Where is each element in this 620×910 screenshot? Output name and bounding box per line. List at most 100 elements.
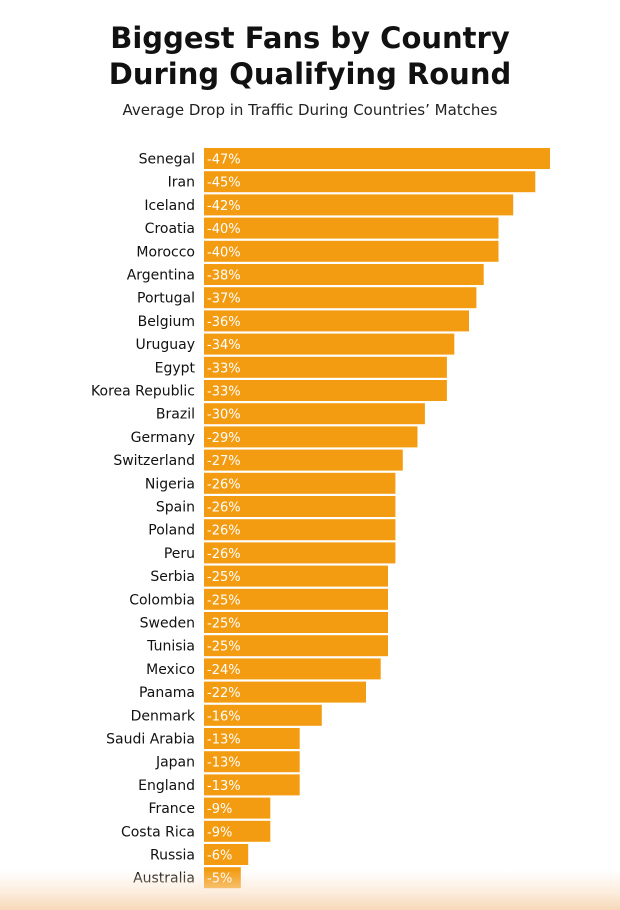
bar-row: Morocco -40% <box>136 240 499 262</box>
data-label: -36% <box>207 315 241 330</box>
bar-row: Iran -45% <box>168 171 536 193</box>
bar <box>204 356 447 378</box>
bar <box>204 496 396 517</box>
chart-title-line-2: During Qualifying Round <box>108 57 512 91</box>
data-label: -25% <box>207 593 241 608</box>
bar-row: Switzerland -27% <box>113 449 403 471</box>
bar-row: Argentina -38% <box>127 264 484 285</box>
bar <box>204 148 550 169</box>
bar <box>204 333 455 355</box>
bar <box>204 565 388 587</box>
data-label: -45% <box>207 176 241 191</box>
category-label: Japan <box>155 755 195 771</box>
category-label: Spain <box>156 500 195 516</box>
data-label: -16% <box>207 709 241 724</box>
category-label: Germany <box>131 430 195 446</box>
bar <box>204 751 300 773</box>
bar-row: Senegal -47% <box>139 148 550 169</box>
bar-row: Japan -13% <box>155 751 300 773</box>
data-label: -40% <box>207 245 241 260</box>
bar-row: Nigeria -26% <box>145 472 396 494</box>
bar-row: Mexico -24% <box>146 658 381 680</box>
bar <box>204 588 388 610</box>
category-label: Serbia <box>150 569 195 585</box>
bar <box>204 704 322 726</box>
bar <box>204 820 271 842</box>
chart-title: Biggest Fans by Country During Qualifyin… <box>0 20 620 92</box>
bar-row: Russia -6% <box>150 844 249 865</box>
category-label: Tunisia <box>146 639 195 655</box>
bar-row: Korea Republic -33% <box>91 380 447 401</box>
data-label: -26% <box>207 524 241 539</box>
bar-row: Spain -26% <box>156 496 396 517</box>
data-label: -22% <box>207 686 241 701</box>
category-label: Costa Rica <box>121 824 195 840</box>
bar-row: Germany -29% <box>131 426 418 448</box>
category-label: Korea Republic <box>91 384 195 400</box>
category-label: Portugal <box>137 291 195 307</box>
bar <box>204 728 300 749</box>
category-label: Croatia <box>145 221 195 237</box>
bar <box>204 449 403 471</box>
bar-row: Panama -22% <box>139 681 366 703</box>
category-label: Australia <box>133 871 195 887</box>
bar <box>204 681 366 703</box>
bar-row: Uruguay -34% <box>136 333 455 355</box>
category-label: Argentina <box>127 268 195 284</box>
bar <box>204 658 381 680</box>
bar <box>204 194 514 216</box>
data-label: -9% <box>207 825 232 840</box>
category-label: Nigeria <box>145 476 195 492</box>
data-label: -38% <box>207 269 241 284</box>
data-label: -24% <box>207 663 241 678</box>
category-label: Mexico <box>146 662 195 678</box>
bar-row: Portugal -37% <box>137 287 477 309</box>
bar <box>204 519 396 541</box>
category-label: France <box>148 801 195 817</box>
bar-row: Serbia -25% <box>150 565 388 587</box>
data-label: -26% <box>207 477 241 492</box>
bar <box>204 264 484 285</box>
data-label: -26% <box>207 501 241 516</box>
data-label: -5% <box>207 872 232 887</box>
data-label: -13% <box>207 756 241 771</box>
bar-row: Sweden -25% <box>140 612 388 633</box>
bar <box>204 774 300 796</box>
bar <box>204 797 271 819</box>
bar <box>204 380 447 401</box>
category-label: England <box>138 778 195 794</box>
bar <box>204 612 388 633</box>
category-label: Switzerland <box>113 453 195 469</box>
bar-row: Colombia -25% <box>129 588 388 610</box>
bar-row: Croatia -40% <box>145 217 499 239</box>
data-label: -26% <box>207 547 241 562</box>
category-label: Uruguay <box>136 337 196 353</box>
data-label: -29% <box>207 431 241 446</box>
data-label: -25% <box>207 570 241 585</box>
data-label: -42% <box>207 199 241 214</box>
bar-row: Peru -26% <box>164 542 396 564</box>
data-label: -33% <box>207 385 241 400</box>
bar <box>204 635 388 657</box>
category-label: Peru <box>164 546 195 562</box>
bar <box>204 426 418 448</box>
data-label: -40% <box>207 222 241 237</box>
bar <box>204 217 499 239</box>
bar-row: Iceland -42% <box>144 194 514 216</box>
category-label: Saudi Arabia <box>106 732 195 748</box>
category-label: Sweden <box>140 616 195 632</box>
category-label: Iran <box>168 175 195 191</box>
bar-row: Australia -5% <box>133 867 241 889</box>
bar-row: France -9% <box>148 797 271 819</box>
bar <box>204 240 499 262</box>
data-label: -34% <box>207 338 241 353</box>
data-label: -30% <box>207 408 241 423</box>
category-label: Russia <box>150 848 195 864</box>
bar <box>204 403 425 425</box>
bar-row: Costa Rica -9% <box>121 820 271 842</box>
data-label: -25% <box>207 640 241 655</box>
bar-row: Belgium -36% <box>138 310 469 332</box>
chart-title-line-1: Biggest Fans by Country <box>110 21 510 55</box>
bar <box>204 542 396 564</box>
